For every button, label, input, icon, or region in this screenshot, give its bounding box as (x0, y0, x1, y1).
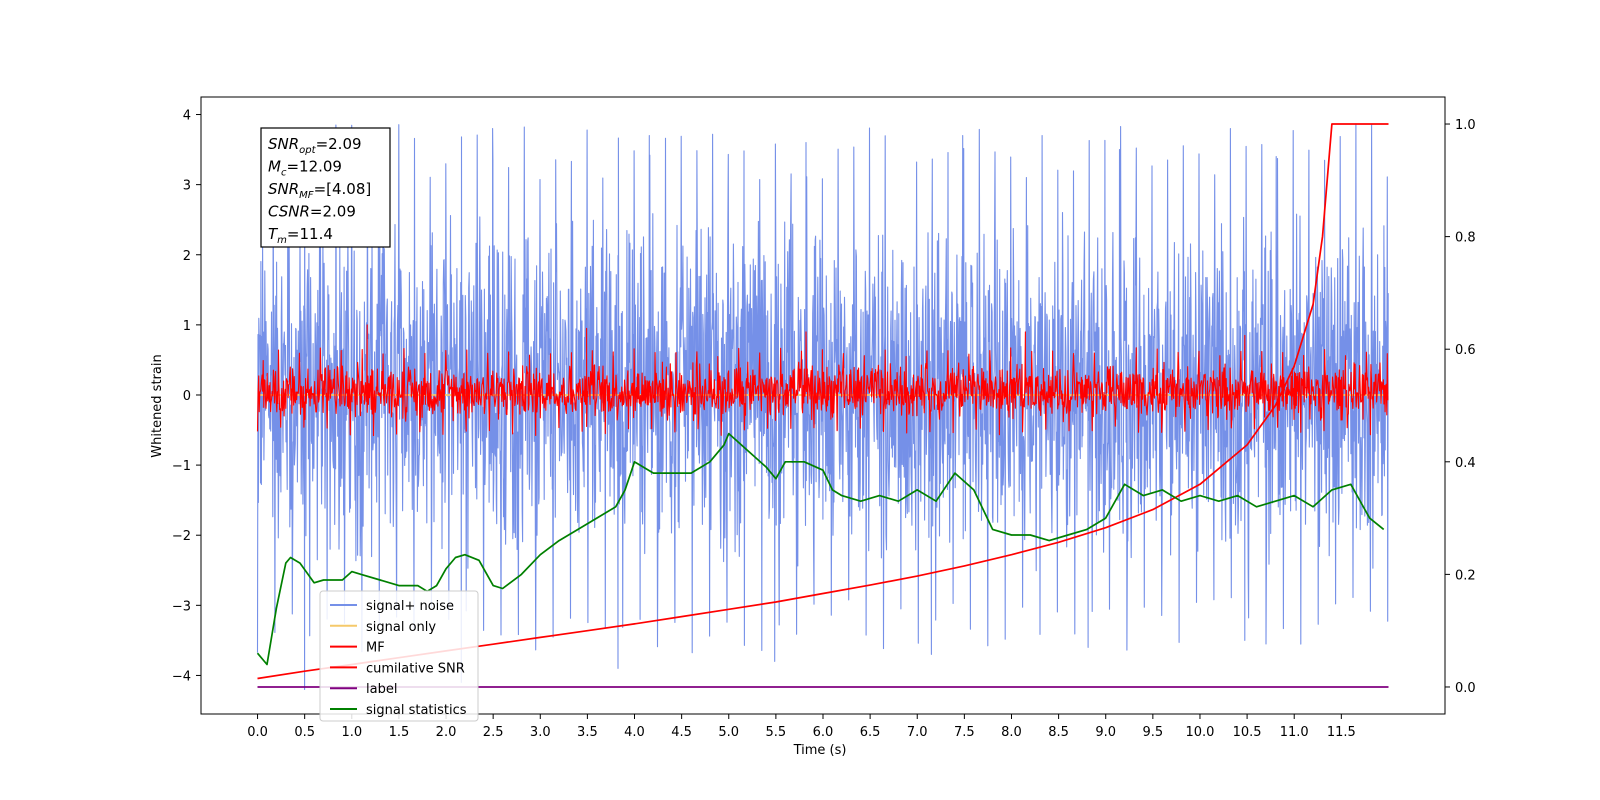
x-axis-label: Time (s) (793, 743, 847, 758)
annotation-value: =2.09 (316, 135, 362, 153)
annotation-symbol: SNR (268, 180, 299, 198)
x-tick-label: 0.0 (247, 725, 268, 740)
y-tick-label: 4 (183, 109, 191, 124)
series-line-signal-statistics (256, 432, 1385, 666)
y-axis-label: Whitened strain (150, 354, 165, 457)
x-tick-label: 8.5 (1048, 725, 1069, 740)
x-tick-label: 7.0 (907, 725, 928, 740)
x-tick-label: 4.5 (671, 725, 692, 740)
legend-label: signal+ noise (366, 599, 454, 614)
annotation-symbol: CSNR (268, 203, 310, 221)
x-tick-label: 8.0 (1001, 725, 1022, 740)
right-y-tick-label: 0.0 (1455, 681, 1476, 696)
x-tick-label: 1.5 (389, 725, 410, 740)
x-tick-label: 5.5 (766, 725, 787, 740)
annotation-value: =[4.08] (314, 180, 372, 198)
x-tick-label: 10.0 (1185, 725, 1214, 740)
x-tick-label: 1.0 (341, 725, 362, 740)
annotation-symbol: T (268, 225, 279, 243)
x-tick-label: 11.0 (1280, 725, 1309, 740)
annotation-line: SNRopt=2.09 (268, 135, 362, 156)
annotation-line: Mc=12.09 (268, 158, 342, 179)
annotation-value: =12.09 (286, 158, 342, 176)
right-y-axis-ticks: 0.0 0.2 0.4 0.6 0.8 1.0 (1445, 118, 1476, 696)
right-y-tick-label: 0.2 (1455, 568, 1476, 583)
annotation-symbol: SNR (268, 135, 299, 153)
y-axis-ticks: −4 −3 −2 −1 0 1 2 3 4 (172, 109, 201, 684)
annotation-value: =11.4 (287, 225, 333, 243)
y-tick-label: 2 (183, 249, 191, 264)
x-tick-label: 3.5 (577, 725, 598, 740)
x-tick-label: 0.5 (294, 725, 315, 740)
y-tick-label: −4 (172, 669, 191, 684)
x-tick-label: 6.5 (860, 725, 881, 740)
series-line-mf (256, 324, 1389, 437)
annotation-value: =2.09 (310, 203, 356, 221)
y-tick-label: −3 (172, 599, 191, 614)
x-tick-label: 10.5 (1233, 725, 1262, 740)
y-tick-label: 1 (183, 319, 191, 334)
x-tick-label: 7.5 (954, 725, 975, 740)
annotation-subscript: MF (299, 190, 314, 201)
annotation-subscript: c (281, 168, 287, 179)
annotation-line: CSNR=2.09 (268, 203, 356, 221)
right-y-tick-label: 0.8 (1455, 231, 1476, 246)
x-tick-label: 9.0 (1095, 725, 1116, 740)
annotation-subscript: opt (299, 145, 316, 156)
x-tick-label: 5.0 (718, 725, 739, 740)
x-tick-label: 4.0 (624, 725, 645, 740)
legend-label: cumilative SNR (366, 661, 465, 676)
y-tick-label: −1 (172, 459, 191, 474)
annotation-symbol: M (268, 158, 281, 176)
legend-label: signal statistics (366, 703, 467, 718)
legend-label: signal only (366, 620, 436, 635)
legend: signal+ noise signal only MF cumilative SNR… (319, 590, 479, 722)
right-y-tick-label: 0.4 (1455, 456, 1476, 471)
annotation-line: SNRMF=[4.08] (268, 180, 371, 201)
right-y-tick-label: 0.6 (1455, 343, 1476, 358)
x-tick-label: 11.5 (1327, 725, 1356, 740)
stats-annotation-box: SNRopt=2.09Mc=12.09SNRMF=[4.08]CSNR=2.09… (260, 127, 391, 248)
annotation-subscript: m (277, 235, 287, 246)
x-tick-label: 9.5 (1143, 725, 1164, 740)
x-tick-label: 2.0 (436, 725, 457, 740)
right-y-tick-label: 1.0 (1455, 118, 1476, 133)
legend-label: MF (366, 641, 385, 656)
x-tick-label: 3.0 (530, 725, 551, 740)
y-tick-label: −2 (172, 529, 191, 544)
x-axis-ticks: 0.0 0.5 1.0 1.5 2.0 2.5 3.0 3.5 4.0 4.5 5.0 5.5 6.0 6… (247, 714, 1356, 740)
annotation-line: Tm=11.4 (268, 225, 333, 246)
legend-label: label (366, 682, 397, 697)
legend-frame (319, 590, 479, 722)
x-tick-label: 2.5 (483, 725, 504, 740)
y-tick-label: 0 (183, 389, 191, 404)
annotation-frame (260, 127, 391, 248)
x-tick-label: 6.0 (813, 725, 834, 740)
y-tick-label: 3 (183, 179, 191, 194)
